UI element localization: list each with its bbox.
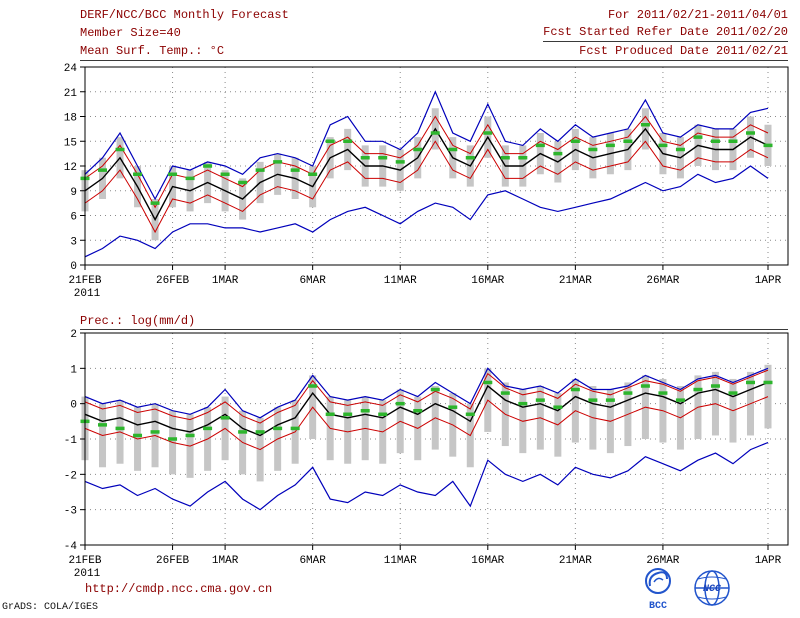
bcc-logo-label: BCC <box>649 601 667 612</box>
mean-minus-spread-line <box>84 140 769 234</box>
x-tick-label: 21MAR <box>559 555 592 567</box>
x-tick-label: 1MAR <box>212 275 239 287</box>
y-tick-label: 1 <box>70 364 77 376</box>
y-tick-label: 6 <box>70 212 77 224</box>
y-tick-label: -4 <box>64 541 78 553</box>
precipitation-chart-title: Prec.: log(mm/d) <box>80 314 196 328</box>
bcc-logo-swirl-icon <box>648 571 668 587</box>
ensemble-mean-line <box>84 127 769 222</box>
x-tick-label: 16MAR <box>471 275 504 287</box>
ensemble-min-line <box>84 165 769 258</box>
x-tick-label: 26FEB <box>156 275 189 287</box>
chart2-divider-line <box>80 329 788 330</box>
x-tick-label: 11MAR <box>384 555 417 567</box>
y-tick-label: 15 <box>64 137 77 149</box>
y-tick-label: -3 <box>64 506 77 518</box>
x-tick-label: 1APR <box>755 555 782 567</box>
ensemble-max-line <box>84 367 769 419</box>
ensemble-spread-bars <box>81 108 772 241</box>
ncc-logo-label: NCC <box>703 584 721 595</box>
x-tick-label: 16MAR <box>471 555 504 567</box>
x-tick-label: 26MAR <box>646 555 679 567</box>
x-tick-label: 21MAR <box>559 275 592 287</box>
forecast-range: For 2011/02/21-2011/04/01 <box>607 8 788 22</box>
observation-dashes <box>80 123 773 205</box>
ensemble-mean-line <box>84 381 769 437</box>
y-tick-label: 3 <box>70 236 77 248</box>
observation-dashes <box>80 380 773 441</box>
x-tick-label: 6MAR <box>299 275 326 287</box>
mean-plus-spread-line <box>84 115 769 209</box>
member-size-label: Member Size=40 <box>80 26 181 40</box>
source-url: http://cmdp.ncc.cma.gov.cn <box>85 582 273 596</box>
x-tick-label: 6MAR <box>299 555 326 567</box>
mean-plus-spread-line <box>84 369 769 424</box>
x-tick-year: 2011 <box>74 568 101 580</box>
y-tick-label: -2 <box>64 470 77 482</box>
report-title: DERF/NCC/BCC Monthly Forecast <box>80 8 289 22</box>
refer-date-label: Fcst Started Refer Date 2011/02/20 <box>543 25 788 42</box>
y-tick-label: 12 <box>64 162 77 174</box>
y-tick-label: 9 <box>70 187 77 199</box>
produced-date-label: Fcst Produced Date 2011/02/21 <box>579 44 788 58</box>
mean-minus-spread-line <box>84 396 769 451</box>
x-tick-year: 2011 <box>74 288 101 300</box>
x-tick-label: 21FEB <box>68 275 101 287</box>
y-tick-label: 0 <box>70 261 77 273</box>
x-tick-label: 11MAR <box>384 275 417 287</box>
ncc-logo: NCC <box>694 570 730 606</box>
x-tick-label: 26FEB <box>156 555 189 567</box>
x-tick-label: 26MAR <box>646 275 679 287</box>
y-tick-label: 24 <box>64 63 78 75</box>
x-tick-label: 21FEB <box>68 555 101 567</box>
ensemble-min-line <box>84 441 769 511</box>
temperature-chart-title: Mean Surf. Temp.: °C <box>80 44 225 58</box>
y-tick-label: 2 <box>70 329 77 341</box>
y-tick-label: 0 <box>70 400 77 412</box>
bcc-logo: BCC <box>645 568 671 612</box>
y-tick-label: 18 <box>64 113 77 125</box>
y-tick-label: 21 <box>64 88 78 100</box>
grads-credit: GrADS: COLA/IGES <box>2 602 99 613</box>
x-tick-label: 1MAR <box>212 555 239 567</box>
header-divider-line <box>80 60 788 61</box>
x-tick-label: 1APR <box>755 275 782 287</box>
bcc-logo-circle-icon <box>645 568 671 594</box>
ensemble-max-line <box>84 90 769 201</box>
y-tick-label: -1 <box>64 435 78 447</box>
